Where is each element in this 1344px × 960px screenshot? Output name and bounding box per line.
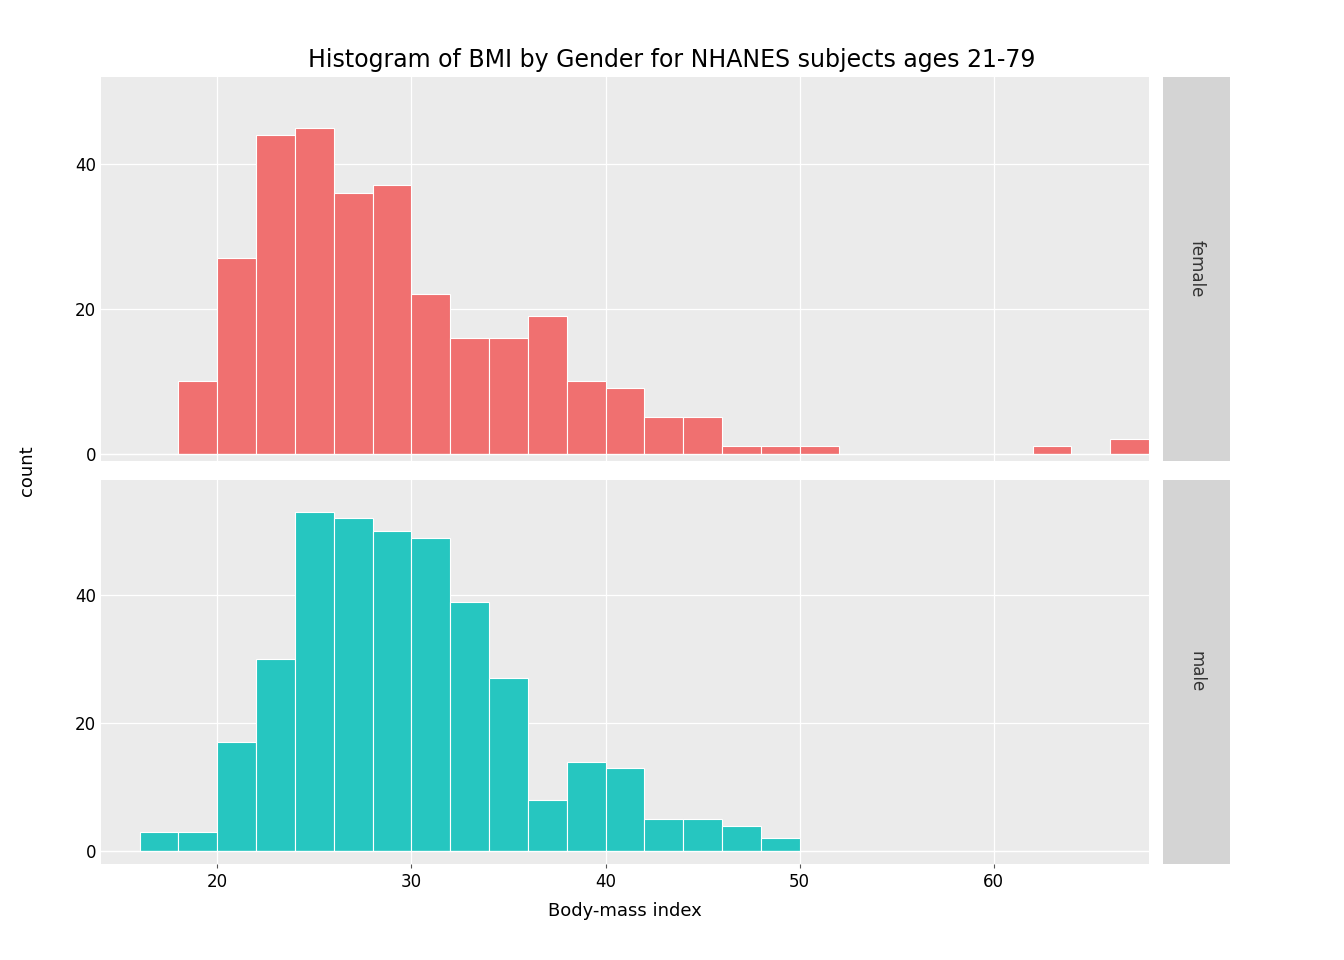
Bar bbox=[218, 742, 257, 852]
Bar bbox=[333, 193, 372, 453]
Bar bbox=[800, 446, 839, 453]
Bar bbox=[489, 679, 528, 852]
Text: female: female bbox=[1187, 240, 1206, 298]
Bar bbox=[683, 819, 722, 852]
Text: Histogram of BMI by Gender for NHANES subjects ages 21-79: Histogram of BMI by Gender for NHANES su… bbox=[308, 48, 1036, 72]
Bar bbox=[606, 768, 644, 852]
Bar bbox=[372, 185, 411, 453]
Bar bbox=[450, 602, 489, 852]
Bar bbox=[1032, 446, 1071, 453]
Text: male: male bbox=[1187, 652, 1206, 692]
Bar bbox=[761, 446, 800, 453]
Bar bbox=[528, 316, 567, 453]
Bar bbox=[567, 381, 606, 453]
Bar bbox=[257, 134, 294, 453]
Bar bbox=[294, 512, 333, 852]
Bar bbox=[372, 531, 411, 852]
Bar bbox=[644, 418, 683, 453]
Text: count: count bbox=[17, 445, 36, 495]
Bar bbox=[179, 832, 218, 852]
Bar bbox=[450, 338, 489, 453]
Bar bbox=[722, 446, 761, 453]
Bar bbox=[411, 294, 450, 453]
Bar bbox=[722, 826, 761, 852]
Bar bbox=[218, 258, 257, 453]
Bar bbox=[179, 381, 218, 453]
Bar bbox=[528, 800, 567, 852]
Bar bbox=[567, 761, 606, 852]
Bar bbox=[489, 338, 528, 453]
Bar bbox=[333, 518, 372, 852]
Bar bbox=[411, 538, 450, 852]
Bar bbox=[761, 838, 800, 852]
Bar bbox=[294, 128, 333, 453]
Bar bbox=[1110, 439, 1149, 453]
Bar bbox=[644, 819, 683, 852]
Bar bbox=[606, 389, 644, 453]
Bar bbox=[683, 418, 722, 453]
X-axis label: Body-mass index: Body-mass index bbox=[548, 902, 702, 920]
Bar bbox=[140, 832, 179, 852]
Bar bbox=[257, 660, 294, 852]
